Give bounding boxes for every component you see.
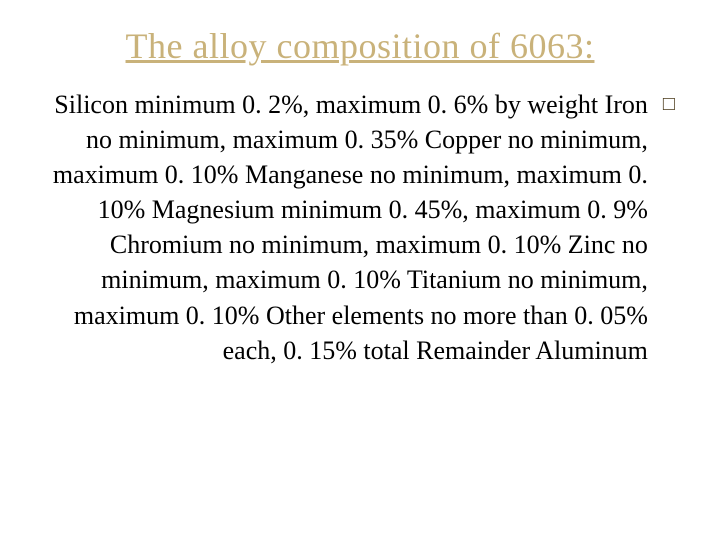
slide-container: The alloy composition of 6063: Silicon m… xyxy=(0,0,720,540)
slide-title: The alloy composition of 6063: xyxy=(45,25,675,67)
content-wrapper: Silicon minimum 0. 2%, maximum 0. 6% by … xyxy=(45,87,675,368)
body-text: Silicon minimum 0. 2%, maximum 0. 6% by … xyxy=(45,87,653,368)
bullet-icon: □ xyxy=(663,93,675,116)
